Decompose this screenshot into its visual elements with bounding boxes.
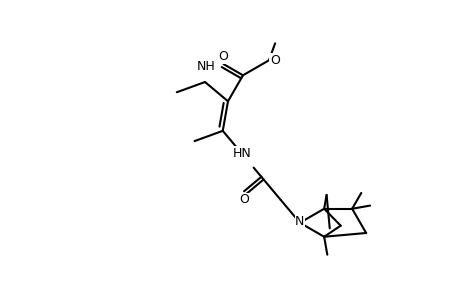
Text: HN: HN: [232, 147, 251, 160]
Text: O: O: [269, 54, 279, 67]
Text: O: O: [239, 193, 248, 206]
Text: NH: NH: [196, 60, 215, 73]
Text: O: O: [218, 50, 228, 63]
Text: N: N: [295, 215, 304, 228]
